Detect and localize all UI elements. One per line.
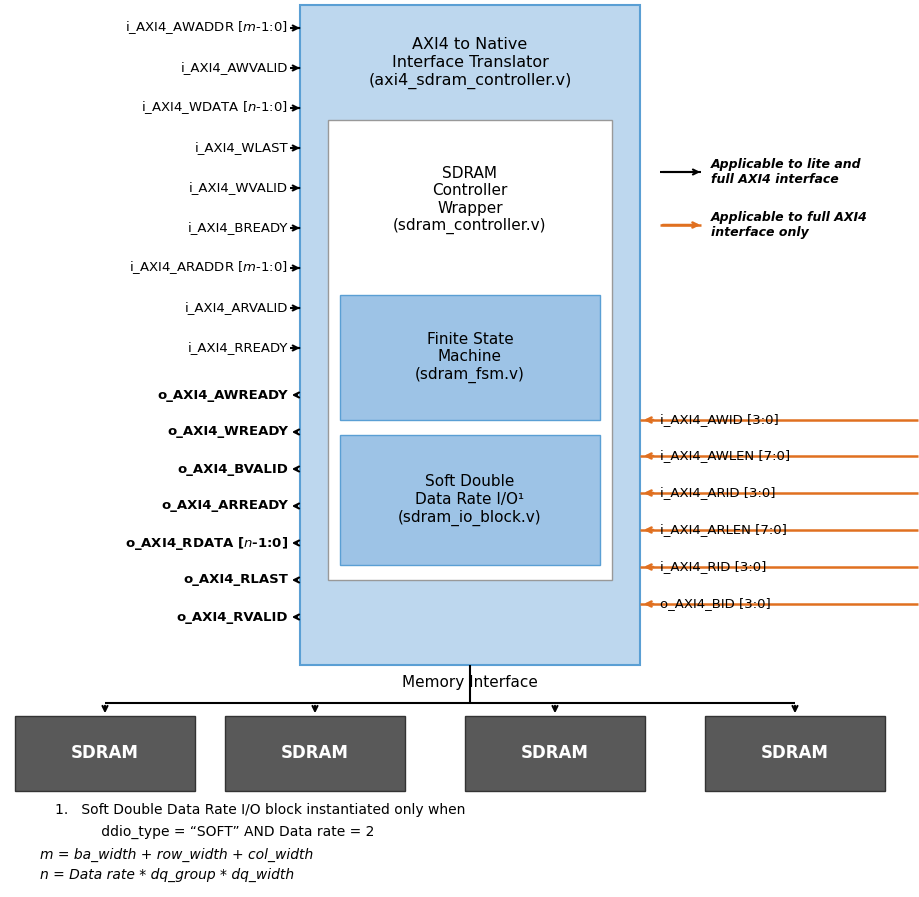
Text: i_AXI4_WDATA [$n$-1:0]: i_AXI4_WDATA [$n$-1:0] xyxy=(141,100,288,117)
Text: Applicable to lite and
full AXI4 interface: Applicable to lite and full AXI4 interfa… xyxy=(710,158,861,186)
Text: SDRAM: SDRAM xyxy=(520,745,588,762)
Text: SDRAM: SDRAM xyxy=(760,745,828,762)
Text: i_AXI4_ARID [3:0]: i_AXI4_ARID [3:0] xyxy=(659,486,775,500)
Bar xyxy=(340,295,599,420)
Text: o_AXI4_BID [3:0]: o_AXI4_BID [3:0] xyxy=(659,597,770,611)
Text: o_AXI4_RVALID: o_AXI4_RVALID xyxy=(176,611,288,623)
Text: o_AXI4_WREADY: o_AXI4_WREADY xyxy=(167,425,288,439)
Text: SDRAM: SDRAM xyxy=(71,745,139,762)
Text: i_AXI4_ARLEN [7:0]: i_AXI4_ARLEN [7:0] xyxy=(659,524,786,536)
Bar xyxy=(225,716,404,791)
Text: i_AXI4_ARVALID: i_AXI4_ARVALID xyxy=(185,301,288,315)
Bar xyxy=(328,120,611,580)
Text: n = Data rate * dq_group * dq_width: n = Data rate * dq_group * dq_width xyxy=(40,868,294,882)
Bar xyxy=(340,435,599,565)
Text: o_AXI4_RDATA [$n$-1:0]: o_AXI4_RDATA [$n$-1:0] xyxy=(125,535,288,552)
Text: 1.   Soft Double Data Rate I/O block instantiated only when: 1. Soft Double Data Rate I/O block insta… xyxy=(55,803,465,817)
Text: Finite State
Machine
(sdram_fsm.v): Finite State Machine (sdram_fsm.v) xyxy=(414,332,525,383)
Text: i_AXI4_AWADDR [$m$-1:0]: i_AXI4_AWADDR [$m$-1:0] xyxy=(125,20,288,37)
Text: i_AXI4_RID [3:0]: i_AXI4_RID [3:0] xyxy=(659,561,766,573)
Text: o_AXI4_RLAST: o_AXI4_RLAST xyxy=(183,573,288,587)
Text: i_AXI4_WVALID: i_AXI4_WVALID xyxy=(188,181,288,195)
Bar xyxy=(704,716,884,791)
Text: ddio_type = “SOFT” AND Data rate = 2: ddio_type = “SOFT” AND Data rate = 2 xyxy=(75,825,374,839)
Text: Applicable to full AXI4
interface only: Applicable to full AXI4 interface only xyxy=(710,211,867,239)
Text: o_AXI4_ARREADY: o_AXI4_ARREADY xyxy=(161,500,288,512)
Bar xyxy=(300,5,640,665)
Text: i_AXI4_BREADY: i_AXI4_BREADY xyxy=(187,222,288,234)
Text: AXI4 to Native
Interface Translator
(axi4_sdram_controller.v): AXI4 to Native Interface Translator (axi… xyxy=(368,38,571,89)
Bar xyxy=(15,716,195,791)
Text: i_AXI4_WLAST: i_AXI4_WLAST xyxy=(194,142,288,154)
Text: Soft Double
Data Rate I/O¹
(sdram_io_block.v): Soft Double Data Rate I/O¹ (sdram_io_blo… xyxy=(398,475,541,526)
Text: i_AXI4_AWLEN [7:0]: i_AXI4_AWLEN [7:0] xyxy=(659,449,789,463)
Text: i_AXI4_AWVALID: i_AXI4_AWVALID xyxy=(180,62,288,74)
Text: o_AXI4_BVALID: o_AXI4_BVALID xyxy=(177,463,288,475)
Text: SDRAM
Controller
Wrapper
(sdram_controller.v): SDRAM Controller Wrapper (sdram_controll… xyxy=(392,166,546,234)
Text: o_AXI4_AWREADY: o_AXI4_AWREADY xyxy=(157,388,288,402)
Text: i_AXI4_ARADDR [$m$-1:0]: i_AXI4_ARADDR [$m$-1:0] xyxy=(129,259,288,276)
Bar xyxy=(464,716,644,791)
Text: i_AXI4_RREADY: i_AXI4_RREADY xyxy=(187,342,288,354)
Text: Memory Interface: Memory Interface xyxy=(402,675,538,690)
Text: SDRAM: SDRAM xyxy=(281,745,348,762)
Text: i_AXI4_AWID [3:0]: i_AXI4_AWID [3:0] xyxy=(659,414,777,426)
Text: m = ba_width + row_width + col_width: m = ba_width + row_width + col_width xyxy=(40,848,312,862)
